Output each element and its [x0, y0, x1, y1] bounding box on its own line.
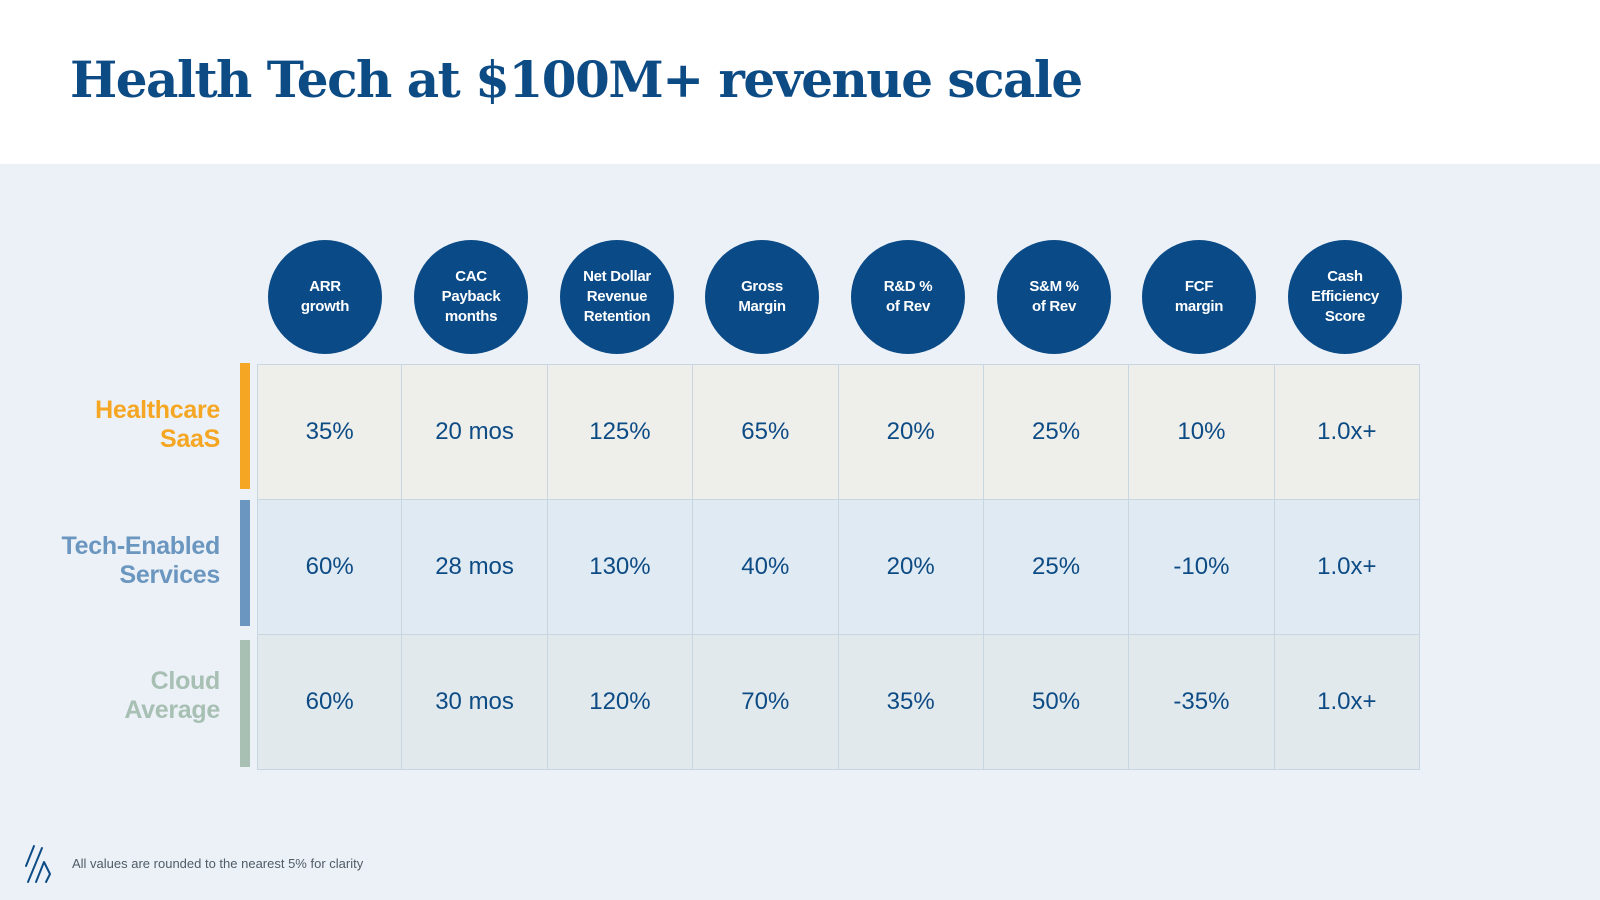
table-cell: 35% [839, 635, 984, 769]
table-cell: 20% [839, 365, 984, 499]
row-label-tech-enabled-services: Tech-Enabled Services [61, 532, 221, 589]
table-cell: 120% [548, 635, 694, 769]
table-cell: 60% [257, 500, 403, 634]
metric-header-net-dollar-retention: Net Dollar Revenue Retention [560, 240, 674, 354]
table-cell: 28 mos [402, 500, 548, 634]
row-label-healthcare-saas: Healthcare SaaS [95, 396, 220, 453]
table-cell: 20% [839, 500, 984, 634]
table-cell: 1.0x+ [1275, 635, 1420, 769]
metrics-table: 35% 20 mos 125% 65% 20% 25% 10% 1.0x+ 60… [257, 364, 1420, 770]
row-label-cloud-average: Cloud Average [124, 667, 220, 724]
metric-header-rd-of-rev: R&D % of Rev [851, 240, 965, 354]
table-row: 35% 20 mos 125% 65% 20% 25% 10% 1.0x+ [257, 364, 1420, 500]
slashes-logo-icon [25, 845, 51, 883]
table-cell: -10% [1129, 500, 1275, 634]
row-accent-bar [240, 363, 250, 489]
metric-header-arr-growth: ARR growth [268, 240, 382, 354]
table-cell: 50% [984, 635, 1130, 769]
metric-header-cash-efficiency: Cash Efficiency Score [1288, 240, 1402, 354]
content-panel: ARR growth CAC Payback months Net Dollar… [0, 164, 1600, 900]
table-cell: 70% [693, 635, 839, 769]
page-title: Health Tech at $100M+ revenue scale [70, 50, 1083, 109]
table-cell: 65% [693, 365, 839, 499]
table-cell: 25% [984, 365, 1130, 499]
metric-header-cac-payback: CAC Payback months [414, 240, 528, 354]
table-row: 60% 30 mos 120% 70% 35% 50% -35% 1.0x+ [257, 635, 1420, 770]
table-cell: 25% [984, 500, 1130, 634]
metric-header-fcf-margin: FCF margin [1142, 240, 1256, 354]
table-cell: 125% [548, 365, 694, 499]
row-accent-bar [240, 640, 250, 767]
metric-header-gross-margin: Gross Margin [705, 240, 819, 354]
footnote: All values are rounded to the nearest 5%… [72, 856, 364, 871]
table-cell: 130% [548, 500, 694, 634]
header: Health Tech at $100M+ revenue scale [0, 0, 1600, 164]
table-cell: 40% [693, 500, 839, 634]
table-cell: 60% [257, 635, 403, 769]
table-cell: 35% [257, 365, 403, 499]
table-cell: 1.0x+ [1275, 500, 1420, 634]
metric-header-sm-of-rev: S&M % of Rev [997, 240, 1111, 354]
table-cell: 1.0x+ [1275, 365, 1420, 499]
table-row: 60% 28 mos 130% 40% 20% 25% -10% 1.0x+ [257, 500, 1420, 635]
row-accent-bar [240, 500, 250, 626]
table-cell: 30 mos [402, 635, 548, 769]
table-cell: -35% [1129, 635, 1275, 769]
table-cell: 10% [1129, 365, 1275, 499]
table-cell: 20 mos [402, 365, 548, 499]
